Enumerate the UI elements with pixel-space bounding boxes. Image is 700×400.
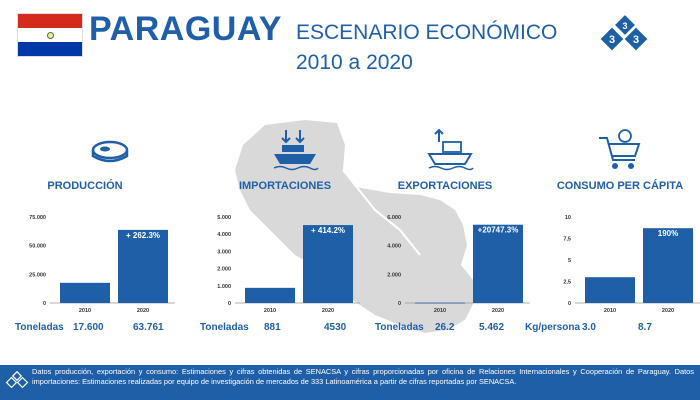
value-2010: 881 xyxy=(264,322,281,333)
flag-seal-icon xyxy=(46,31,54,39)
subtitle-line-2: 2010 a 2020 xyxy=(296,51,413,74)
chart-importaciones: 0 1.000 2.000 3.000 4.000 5.000 2010 2020 + 414.… xyxy=(217,215,360,313)
y-tick-label: 10 xyxy=(565,215,571,221)
bar-2020 xyxy=(118,229,168,303)
x-tick-label: 2010 xyxy=(264,308,276,313)
shopping-cart-icon xyxy=(599,129,641,169)
y-tick-label: 3.000 xyxy=(217,249,231,255)
unit-label: Toneladas xyxy=(15,322,64,333)
y-tick-label: 4.000 xyxy=(387,244,401,250)
y-tick-label: 2,5 xyxy=(563,280,571,286)
panel-produccion: PRODUCCIÓN 0 25.000 50.000 75.000 2010 2020 + … xyxy=(10,128,180,348)
chart-consumo: 0 2,5 5 7,5 10 2010 2020 190% xyxy=(563,215,700,313)
unit-label: Kg/persona xyxy=(525,322,581,333)
chart-title: EXPORTACIONES xyxy=(397,180,493,192)
bar-2010 xyxy=(585,277,635,303)
y-tick-label: 0 xyxy=(398,301,401,307)
growth-annotation: +20747.3% xyxy=(478,226,519,235)
y-tick-label: 6.000 xyxy=(387,215,401,221)
bar-2010 xyxy=(245,287,295,303)
paraguay-flag xyxy=(17,13,83,57)
growth-annotation: + 414.2% xyxy=(311,226,345,235)
chart-title: CONSUMO PER CÁPITA xyxy=(556,180,684,192)
panel-importaciones: IMPORTACIONES 0 1.000 2.000 3.000 4.000 5.000… xyxy=(195,128,365,348)
svg-text:3: 3 xyxy=(622,21,627,31)
chart-title: PRODUCCIÓN xyxy=(47,180,123,192)
footer: Datos producción, exportación y consumo:… xyxy=(0,365,700,400)
x-tick-label: 2020 xyxy=(137,308,149,313)
footer-source-note: Datos producción, exportación y consumo:… xyxy=(32,367,694,386)
row-exportaciones: Toneladas 26.2 5.462 xyxy=(375,322,504,333)
y-tick-label: 1.000 xyxy=(217,284,231,290)
y-tick-label: 0 xyxy=(43,301,46,307)
chart-produccion: 0 25.000 50.000 75.000 2010 2020 + 262.3% xyxy=(29,215,175,313)
unit-label: Toneladas xyxy=(375,322,424,333)
meat-icon xyxy=(91,140,129,163)
y-tick-label: 2.000 xyxy=(217,267,231,273)
x-tick-label: 2020 xyxy=(492,308,504,313)
y-tick-label: 75.000 xyxy=(29,215,46,221)
value-2020: 8.7 xyxy=(638,322,652,333)
bar-2020 xyxy=(643,228,693,303)
row-produccion: Toneladas 17.600 63.761 xyxy=(15,322,164,333)
x-tick-label: 2010 xyxy=(434,308,446,313)
page-subtitle: ESCENARIO ECONÓMICO 2010 a 2020 xyxy=(296,18,557,78)
svg-text:3: 3 xyxy=(609,34,615,46)
panel-exportaciones: EXPORTACIONES 0 2.000 4.000 6.000 2010 2020 +2… xyxy=(365,128,535,348)
export-ship-icon xyxy=(427,128,474,171)
bar-2010 xyxy=(415,302,465,304)
value-2010: 26.2 xyxy=(435,322,455,333)
y-tick-label: 5.000 xyxy=(217,215,231,221)
x-tick-label: 2010 xyxy=(604,308,616,313)
value-2020: 63.761 xyxy=(133,322,164,333)
bar-2010 xyxy=(60,282,110,303)
row-consumo: Kg/persona 3.0 8.7 xyxy=(525,322,652,333)
unit-label: Toneladas xyxy=(200,322,249,333)
paraguay-map xyxy=(235,120,475,333)
x-tick-label: 2020 xyxy=(662,308,674,313)
value-2020: 5.462 xyxy=(479,322,505,333)
bar-2020 xyxy=(303,225,353,303)
value-2010: 17.600 xyxy=(73,322,104,333)
logo-333-icon: 3 3 3 xyxy=(600,15,648,51)
x-tick-label: 2010 xyxy=(79,308,91,313)
growth-annotation: + 262.3% xyxy=(126,231,160,240)
panel-consumo: CONSUMO PER CÁPITA 0 2,5 5 7,5 10 2010 2020 190… xyxy=(535,128,700,348)
logo-333-icon xyxy=(5,370,29,389)
chart-exportaciones: 0 2.000 4.000 6.000 2010 2020 +20747.3% xyxy=(387,215,530,313)
x-tick-label: 2020 xyxy=(322,308,334,313)
chart-title: IMPORTACIONES xyxy=(238,180,332,192)
y-tick-label: 2.000 xyxy=(387,272,401,278)
y-tick-label: 7,5 xyxy=(563,237,571,243)
y-tick-label: 0 xyxy=(228,301,231,307)
row-importaciones: Toneladas 881 4530 xyxy=(200,322,346,333)
y-tick-label: 5 xyxy=(568,258,571,264)
y-tick-label: 25.000 xyxy=(29,272,46,278)
svg-text:3: 3 xyxy=(633,34,639,46)
subtitle-line-1: ESCENARIO ECONÓMICO xyxy=(296,21,558,44)
y-tick-label: 0 xyxy=(568,301,571,307)
import-ship-icon xyxy=(273,130,319,171)
growth-annotation: 190% xyxy=(658,229,678,238)
value-2010: 3.0 xyxy=(582,322,596,333)
page-title: PARAGUAY xyxy=(89,10,282,48)
value-2020: 4530 xyxy=(324,322,347,333)
bar-2020 xyxy=(473,224,523,303)
y-tick-label: 50.000 xyxy=(29,244,46,250)
y-tick-label: 4.000 xyxy=(217,232,231,238)
